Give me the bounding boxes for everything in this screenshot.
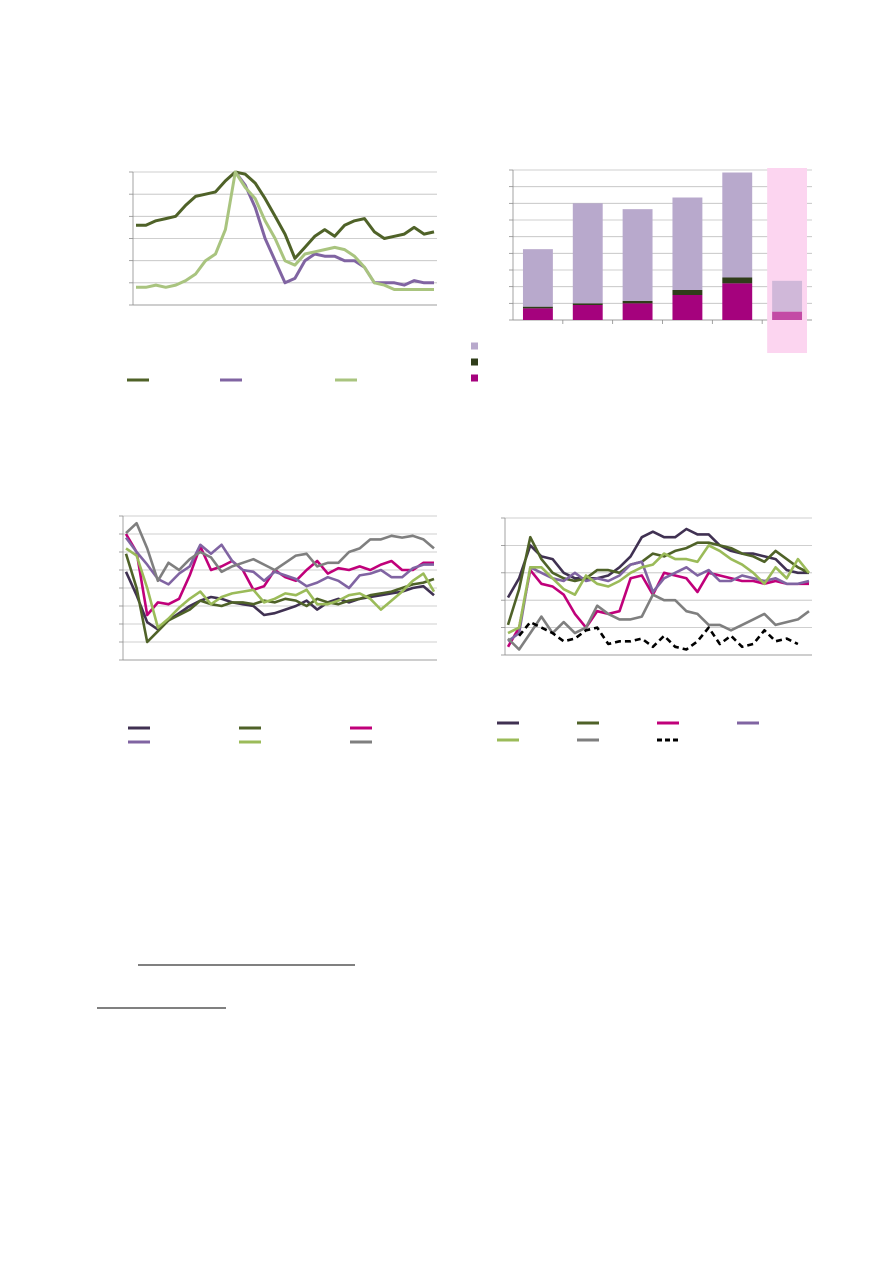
line-series xyxy=(518,620,799,651)
bar-segment xyxy=(572,203,603,304)
bar-segment xyxy=(522,249,553,307)
bar-segment xyxy=(772,311,803,320)
bar-segment xyxy=(722,283,753,320)
highlight-band xyxy=(767,168,807,353)
bar-segment xyxy=(772,280,803,312)
legend-swatch xyxy=(471,358,478,366)
line-series xyxy=(234,171,434,287)
legend-swatch xyxy=(471,374,478,382)
line-series xyxy=(124,536,434,590)
line-series xyxy=(124,571,435,631)
bar-segment xyxy=(522,308,553,320)
bar-segment xyxy=(572,305,603,320)
line-series xyxy=(136,170,435,260)
line-series xyxy=(506,535,810,626)
line-series xyxy=(125,521,435,583)
bar-segment xyxy=(572,303,603,305)
bar-segment xyxy=(622,209,653,301)
bar-segment xyxy=(672,290,703,295)
line-series xyxy=(136,170,434,291)
bar-segment xyxy=(722,172,753,278)
line-series xyxy=(125,547,436,629)
bar-segment xyxy=(722,277,753,284)
bar-segment xyxy=(622,303,653,320)
bar-segment xyxy=(672,197,703,290)
bar-segment xyxy=(622,300,653,304)
legend-swatch xyxy=(471,342,478,350)
line-series xyxy=(124,553,435,644)
line-series xyxy=(506,527,809,599)
bar-segment xyxy=(672,295,703,320)
bar-segment xyxy=(522,306,553,309)
line-series xyxy=(507,593,810,651)
line-series xyxy=(507,544,811,635)
